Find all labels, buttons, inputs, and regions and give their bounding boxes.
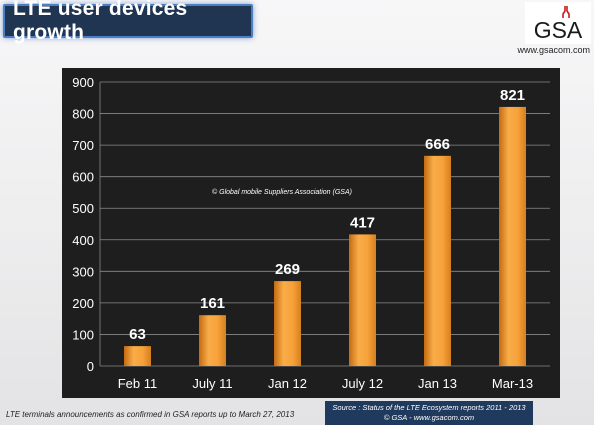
data-label: 63 — [129, 326, 146, 343]
y-tick-label: 400 — [72, 233, 94, 248]
title-box: LTE user devices growth — [3, 0, 253, 44]
x-axis-ticks: Feb 11 July 11 Jan 12 July 12 Jan 13 Mar-13 — [118, 376, 533, 391]
page-title: LTE user devices growth — [13, 0, 188, 44]
y-axis-ticks: 0 100 200 300 400 500 600 700 800 900 — [72, 75, 94, 374]
gsa-logo: GSA — [525, 2, 591, 44]
bar-chart-svg: 0 100 200 300 400 500 600 700 800 900 63 161 269 417… — [62, 68, 560, 398]
y-tick-label: 100 — [72, 327, 94, 342]
y-tick-label: 800 — [72, 107, 94, 122]
data-label: 161 — [200, 295, 225, 312]
website-url: www.gsacom.com — [517, 45, 590, 55]
bar-jan-12 — [274, 281, 301, 366]
data-labels: 63 161 269 417 666 821 — [129, 87, 525, 343]
chart-annotation: © Global mobile Suppliers Association (G… — [212, 188, 352, 196]
data-label: 269 — [275, 261, 300, 278]
data-label: 821 — [500, 87, 525, 104]
y-tick-label: 600 — [72, 170, 94, 185]
bar-mar-13 — [499, 106, 526, 366]
x-tick-label: July 11 — [192, 376, 232, 391]
plot-background — [62, 68, 560, 398]
source-line-1: Source : Status of the LTE Ecosystem rep… — [332, 403, 526, 412]
bar-jan-13 — [424, 155, 451, 366]
data-label: 417 — [350, 214, 375, 231]
y-tick-label: 900 — [72, 75, 94, 90]
x-tick-label: Jan 13 — [418, 376, 457, 391]
y-tick-label: 200 — [72, 296, 94, 311]
source-line-2: © GSA - www.gsacom.com — [383, 413, 475, 422]
data-label: 666 — [425, 136, 450, 153]
x-tick-label: July 12 — [342, 376, 383, 391]
chart: 0 100 200 300 400 500 600 700 800 900 63 161 269 417… — [62, 68, 560, 398]
x-tick-label: Mar-13 — [492, 376, 533, 391]
bars — [124, 106, 526, 366]
footer-note: LTE terminals announcements as confirmed… — [6, 410, 295, 419]
y-tick-label: 300 — [72, 264, 94, 279]
svg-text:GSA: GSA — [534, 17, 583, 43]
grid-lines — [99, 81, 550, 367]
y-tick-label: 0 — [87, 359, 94, 374]
x-tick-label: Feb 11 — [118, 376, 158, 391]
y-tick-label: 700 — [72, 138, 94, 153]
bar-july-11 — [199, 315, 226, 366]
x-tick-label: Jan 12 — [268, 376, 307, 391]
bar-feb-11 — [124, 346, 151, 366]
source-box: Source : Status of the LTE Ecosystem rep… — [325, 401, 533, 425]
bar-july-12 — [349, 234, 376, 366]
y-tick-label: 500 — [72, 201, 94, 216]
